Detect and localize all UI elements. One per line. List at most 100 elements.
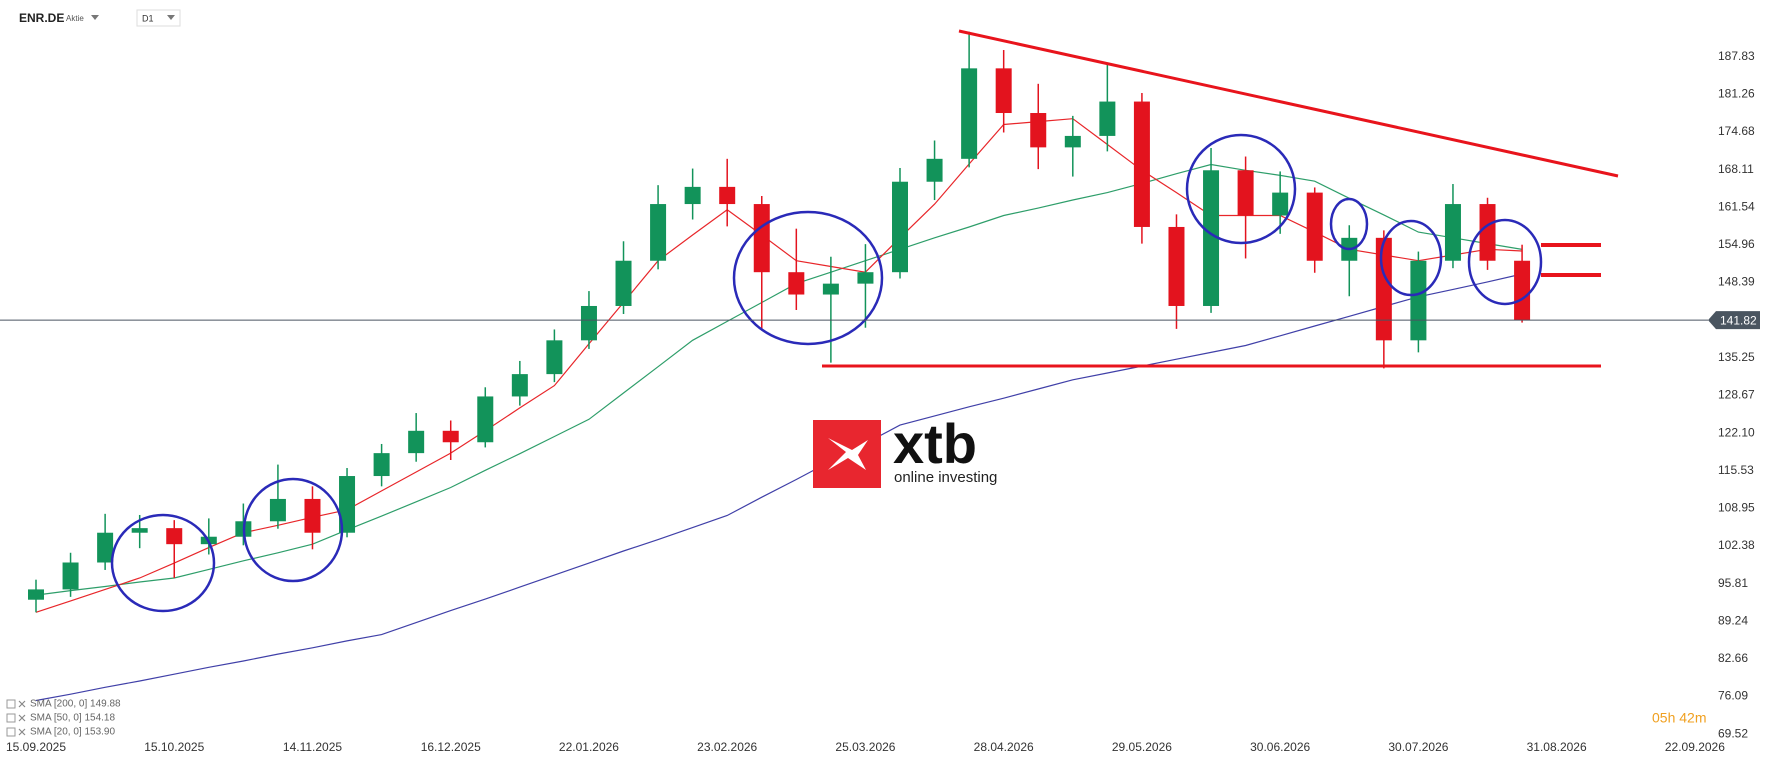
candle-body (1306, 192, 1323, 261)
candle-body (1410, 260, 1427, 341)
y-tick-label: 187.83 (1718, 49, 1755, 63)
candle-body (28, 589, 44, 600)
candle-body (97, 532, 114, 563)
x-tick-label: 30.06.2026 (1250, 740, 1310, 754)
timer: 05h 42m (1652, 710, 1706, 726)
legend-icon (6, 699, 16, 709)
candle-body (995, 68, 1012, 114)
candle-layer (28, 31, 1531, 613)
candle-body (1064, 135, 1081, 148)
legend-entry: SMA [50, 0] 154.18 (30, 713, 115, 724)
highlight-circle (732, 210, 884, 346)
x-tick-label: 15.10.2025 (144, 740, 204, 754)
legend-icon (6, 713, 16, 723)
candle-body (1375, 237, 1392, 341)
candle-body (1514, 260, 1531, 321)
candle-body (1099, 101, 1116, 136)
legend-close (18, 728, 26, 736)
candle-body (615, 260, 632, 306)
y-tick-label: 108.95 (1718, 501, 1755, 515)
y-tick-label: 148.39 (1718, 275, 1755, 289)
candle-body (857, 272, 874, 284)
y-tick-label: 69.52 (1718, 726, 1748, 740)
sma-line (35, 163, 1523, 596)
logo: xtb online investing (813, 412, 997, 488)
candle-body (961, 68, 978, 159)
candle-body (892, 181, 908, 273)
timeframe: D1 (142, 13, 154, 23)
candle-body (580, 305, 597, 341)
y-tick-label: 174.68 (1718, 124, 1755, 138)
candle-body (650, 204, 667, 261)
y-tick-label: 154.96 (1718, 237, 1755, 251)
legend-close (18, 700, 26, 708)
candle-body (1203, 170, 1220, 306)
y-tick-label: 135.25 (1718, 350, 1755, 364)
symbol[interactable]: ENR.DE (19, 11, 64, 25)
y-tick-label: 161.54 (1718, 199, 1755, 213)
instrument-type: Aktie (66, 14, 84, 23)
highlight-circle (110, 513, 216, 613)
candle-body (684, 186, 701, 205)
legend-entry: SMA [200, 0] 149.88 (30, 699, 121, 710)
candle-body (1479, 204, 1496, 261)
y-tick-label: 82.66 (1718, 651, 1748, 665)
x-tick-label: 22.09.2026 (1665, 740, 1725, 754)
dropdown-arrow[interactable] (91, 15, 99, 20)
highlight-circle (242, 477, 344, 583)
candle-body (1237, 170, 1254, 216)
x-tick-label: 14.11.2025 (283, 740, 342, 754)
y-tick-label: 168.11 (1718, 162, 1754, 176)
candle-body (166, 528, 183, 545)
candle-body (1030, 113, 1047, 148)
timeframe-box[interactable] (136, 9, 181, 27)
header: ENR.DE Aktie D1 (19, 9, 181, 27)
sma-line (35, 273, 1523, 702)
candle-body (822, 283, 839, 295)
candle-body (511, 374, 528, 397)
candle-body (546, 340, 563, 375)
candle-body (1133, 101, 1150, 227)
x-tick-label: 28.04.2026 (974, 740, 1034, 754)
highlight-circle (1467, 218, 1543, 306)
y-tick-label: 115.53 (1718, 463, 1754, 477)
last-price-tag (1708, 311, 1760, 330)
candle-body (1444, 204, 1461, 261)
candle-body (1272, 192, 1289, 216)
y-tick-label: 89.24 (1718, 613, 1748, 627)
x-tick-label: 31.08.2026 (1527, 740, 1587, 754)
x-tick-label: 23.02.2026 (697, 740, 757, 754)
candle-body (408, 430, 425, 454)
y-tick-label: 95.81 (1718, 576, 1748, 590)
highlight-circle (1329, 197, 1369, 251)
candle-body (304, 498, 321, 533)
candle-body (269, 498, 286, 522)
dropdown-arrow[interactable] (167, 15, 175, 20)
candle-body (719, 186, 736, 205)
candle-body (339, 476, 356, 533)
candle-body (1168, 226, 1185, 306)
candle-body (62, 562, 79, 590)
resistance-trendline (958, 29, 1619, 178)
highlight-circle (1185, 133, 1297, 245)
annotations (110, 29, 1619, 613)
candle-body (442, 430, 459, 443)
logo-tagline: online investing (894, 469, 997, 486)
candle-body (477, 396, 494, 443)
x-tick-label: 15.09.2025 (6, 740, 66, 754)
last-price-label: 141.82 (1720, 313, 1757, 327)
y-tick-label: 181.26 (1718, 87, 1755, 101)
logo-icon (828, 438, 868, 470)
x-tick-label: 30.07.2026 (1388, 740, 1448, 754)
legend-entry: SMA [20, 0] 153.90 (30, 727, 115, 738)
y-tick-label: 76.09 (1718, 689, 1748, 703)
legend: SMA [200, 0] 149.88 SMA [50, 0] 154.18 SMA… (6, 699, 121, 738)
candle-body (373, 453, 390, 477)
x-tick-label: 29.05.2026 (1112, 740, 1172, 754)
candle-body (753, 204, 770, 273)
candle-body (788, 272, 805, 295)
x-tick-label: 16.12.2025 (421, 740, 481, 754)
logo-text: xtb (893, 412, 977, 475)
